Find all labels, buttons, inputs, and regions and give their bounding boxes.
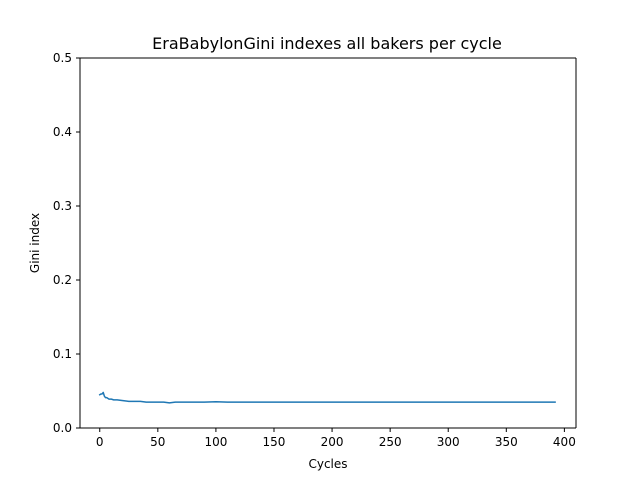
plot-area bbox=[80, 58, 576, 428]
x-tick-label: 0 bbox=[96, 435, 104, 449]
x-tick-label: 300 bbox=[437, 435, 460, 449]
x-tick-label: 350 bbox=[495, 435, 518, 449]
y-tick-label: 0.3 bbox=[53, 199, 72, 213]
y-tick-label: 0.4 bbox=[53, 125, 72, 139]
chart-title: EraBabylonGini indexes all bakers per cy… bbox=[152, 34, 502, 53]
y-tick-label: 0.0 bbox=[53, 421, 72, 435]
y-axis-label: Gini index bbox=[28, 213, 42, 273]
x-tick-label: 400 bbox=[553, 435, 576, 449]
series-layer bbox=[98, 391, 556, 404]
x-axis-label: Cycles bbox=[308, 457, 347, 471]
x-tick-label: 50 bbox=[150, 435, 165, 449]
x-tick-label: 150 bbox=[263, 435, 286, 449]
plot-frame bbox=[79, 57, 577, 429]
y-tick-label: 0.1 bbox=[53, 347, 72, 361]
x-tick-label: 100 bbox=[204, 435, 227, 449]
x-tick-label: 250 bbox=[379, 435, 402, 449]
y-tick-label: 0.2 bbox=[53, 273, 72, 287]
x-tick-label: 200 bbox=[321, 435, 344, 449]
y-tick-label: 0.5 bbox=[53, 51, 72, 65]
series-line bbox=[98, 391, 556, 404]
axis-ticks: 0 50 100 150 200 250 300 350 400 0.0 0.1 0.2 0.3 0.4 0… bbox=[53, 51, 576, 449]
